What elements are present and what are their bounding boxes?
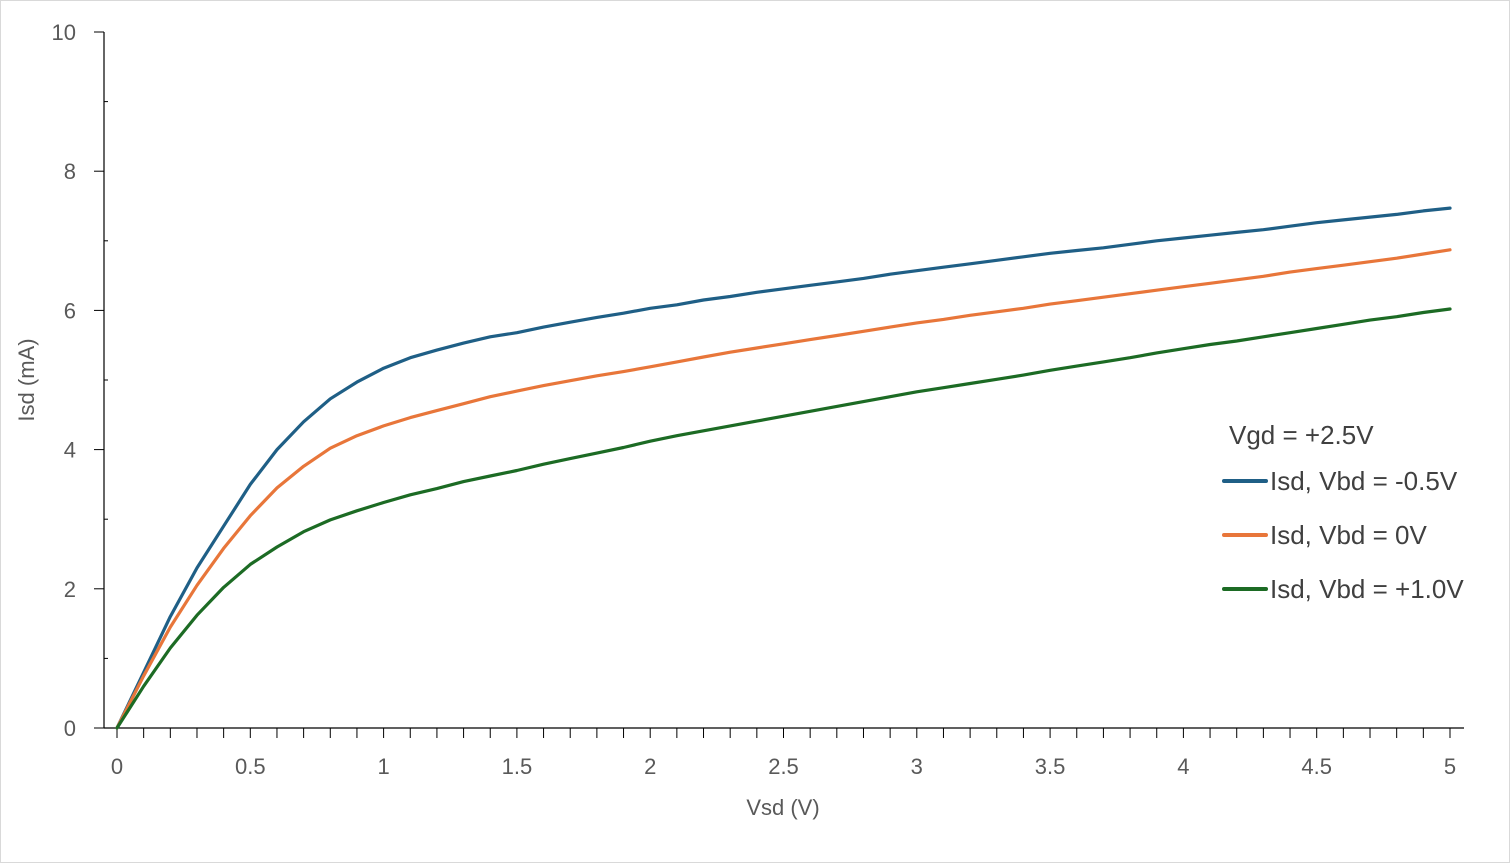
legend-label-2: Isd, Vbd = 0V xyxy=(1270,520,1427,550)
x-tick-label: 2 xyxy=(644,754,656,779)
x-tick-label: 3 xyxy=(911,754,923,779)
legend-label-3: Isd, Vbd = +1.0V xyxy=(1270,574,1464,604)
series-layer xyxy=(115,206,1452,730)
x-axis-title: Vsd (V) xyxy=(746,795,819,820)
legend: Vgd = +2.5V Isd, Vbd = -0.5V Isd, Vbd = 0… xyxy=(1222,420,1464,604)
series-line-1 xyxy=(115,206,1452,730)
x-tick-label: 3.5 xyxy=(1035,754,1066,779)
x-tick-label: 4 xyxy=(1177,754,1189,779)
x-tick-label: 4.5 xyxy=(1301,754,1332,779)
x-tick-label: 5 xyxy=(1444,754,1456,779)
y-tick-label: 10 xyxy=(52,20,76,45)
y-tick-label: 8 xyxy=(64,159,76,184)
y-tick-label: 0 xyxy=(64,716,76,741)
y-tick-label: 4 xyxy=(64,438,76,463)
x-tick-label: 0 xyxy=(111,754,123,779)
x-tick-label: 2.5 xyxy=(768,754,799,779)
axes xyxy=(103,32,1464,729)
x-tick-label: 0.5 xyxy=(235,754,266,779)
y-tick-label: 2 xyxy=(64,577,76,602)
y-axis-title: Isd (mA) xyxy=(14,338,39,421)
series-line-2 xyxy=(115,248,1452,730)
series-line-3 xyxy=(115,307,1452,730)
y-tick-label: 6 xyxy=(64,298,76,323)
x-axis-ticks: 0 0.5 1 1.5 2 2.5 3 3.5 4 4.5 5 xyxy=(111,728,1456,779)
legend-label-1: Isd, Vbd = -0.5V xyxy=(1270,466,1458,496)
x-tick-label: 1 xyxy=(377,754,389,779)
y-axis-ticks: 0 2 4 6 8 10 xyxy=(52,20,108,741)
legend-title: Vgd = +2.5V xyxy=(1229,420,1374,450)
x-tick-label: 1.5 xyxy=(502,754,533,779)
